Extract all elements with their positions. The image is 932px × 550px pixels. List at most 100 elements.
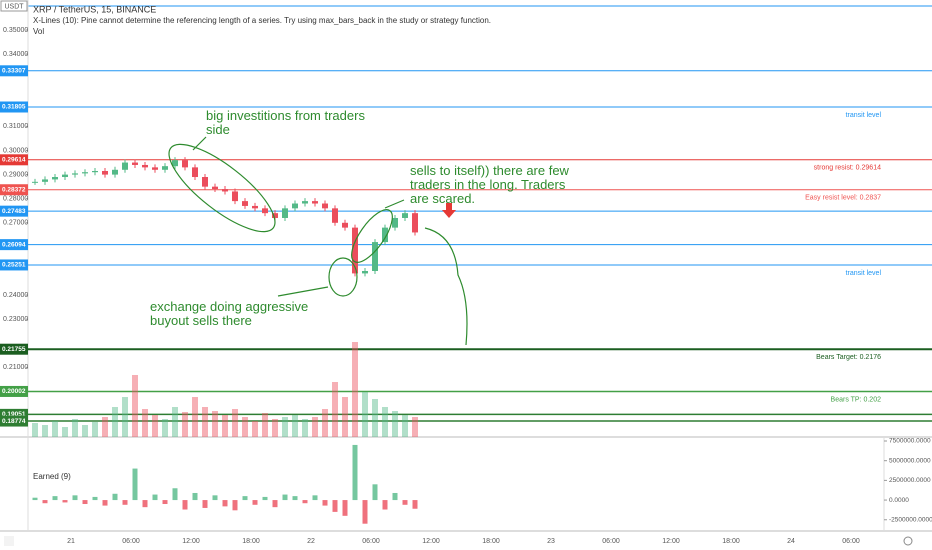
error-message: X-Lines (10): Pine cannot determine the … — [33, 16, 491, 25]
y-tick-label: 5000000.0000 — [889, 457, 931, 464]
x-tick-label: 12:00 — [182, 538, 200, 545]
earned-bar — [162, 500, 168, 505]
earned-bar — [362, 500, 368, 524]
level-label-box — [0, 385, 28, 397]
earned-bar — [252, 500, 258, 505]
volume-bar — [242, 417, 248, 437]
unit-box[interactable] — [0, 0, 28, 12]
level-label: 0.27483 — [2, 208, 26, 215]
volume-bar — [92, 422, 98, 437]
candle — [312, 201, 318, 204]
candle — [282, 208, 288, 218]
volume-bar — [222, 415, 228, 437]
candle — [72, 173, 78, 175]
earned-bar — [202, 500, 208, 508]
y-tick-label: 0.24000 — [3, 292, 28, 299]
x-tick-label: 23 — [547, 538, 555, 545]
earned-bar — [342, 500, 348, 516]
earned-bar — [62, 500, 68, 503]
candle — [412, 213, 418, 233]
x-tick-label: 18:00 — [482, 538, 500, 545]
volume-bar — [182, 412, 188, 437]
level-note: Bears Target: 0.2176 — [816, 354, 881, 361]
y-tick-label: 0.21000 — [3, 364, 28, 371]
earned-bar — [112, 493, 118, 501]
candle — [82, 172, 88, 174]
volume-bar — [292, 415, 298, 437]
zoom-button[interactable] — [4, 536, 14, 546]
y-tick-label: 0.35000 — [3, 27, 28, 34]
volume-bar — [62, 427, 68, 437]
symbol: XRP / TetherUS, 15, BINANCE — [33, 4, 156, 14]
candle — [42, 179, 48, 182]
y-tick-label: -2500000.0000 — [889, 516, 932, 523]
volume-bar — [172, 407, 178, 437]
volume-bar — [202, 407, 208, 437]
drawings — [168, 136, 468, 346]
y-tick-label: 0.0000 — [889, 497, 909, 504]
candle — [262, 208, 268, 214]
volume-bar — [152, 415, 158, 437]
candle — [212, 186, 218, 190]
x-tick-label: 06:00 — [362, 538, 380, 545]
annotation-line: traders in the long. Traders — [410, 177, 566, 192]
volume-bar — [362, 392, 368, 437]
candle — [242, 201, 248, 206]
candle — [92, 170, 98, 173]
volume-bar — [162, 419, 168, 437]
earned-bar — [92, 496, 98, 501]
volume-bar — [122, 397, 128, 437]
volume-bar — [332, 382, 338, 437]
level-label: 0.18774 — [2, 418, 26, 425]
y-tick-label: 0.23000 — [3, 316, 28, 323]
level-label: 0.33307 — [2, 68, 26, 75]
pointer — [192, 136, 207, 151]
y-tick-label: 0.27000 — [3, 220, 28, 227]
volume-bar — [232, 409, 238, 437]
volume-label: Vol — [33, 27, 44, 36]
y-tick-label: 0.34000 — [3, 51, 28, 58]
earned-title: Earned (9) — [33, 472, 71, 481]
earned-bar — [332, 500, 338, 512]
candle — [342, 222, 348, 228]
candle — [362, 271, 368, 274]
ellipse — [351, 209, 393, 263]
volume-bar — [372, 399, 378, 437]
level-label-box — [0, 343, 28, 355]
level-label-box — [0, 154, 28, 166]
level-label: 0.25251 — [2, 262, 26, 269]
annotation-line: exchange doing aggressive — [150, 299, 308, 314]
level-label: 0.28372 — [2, 186, 26, 193]
settings-button[interactable] — [903, 536, 913, 546]
y-tick-label: 7500000.0000 — [889, 438, 931, 445]
x-tick-label: 06:00 — [602, 538, 620, 545]
level-label: 0.29614 — [2, 157, 26, 164]
earned-bar — [132, 468, 138, 501]
pointer — [384, 199, 405, 209]
earned-bar — [102, 500, 108, 506]
volume-bar — [392, 411, 398, 437]
level-label-box — [0, 408, 28, 420]
volume-bar — [132, 375, 138, 437]
y-tick-label: 0.28000 — [3, 196, 28, 203]
circle — [328, 257, 358, 297]
candle — [292, 203, 298, 209]
volume-bar — [112, 407, 118, 437]
candle — [172, 160, 178, 167]
earned-bar — [312, 495, 318, 501]
level-label-box — [0, 259, 28, 271]
level-label-box — [0, 184, 28, 196]
annotation-line: sells to itself)) there are few — [410, 163, 570, 178]
ellipse — [168, 143, 276, 233]
y-tick-label: 0.29000 — [3, 171, 28, 178]
volume-bar — [52, 421, 58, 437]
candle — [52, 177, 58, 180]
level-note: transit level — [846, 112, 882, 119]
earned-bar — [172, 488, 178, 501]
candle — [322, 203, 328, 209]
volume-bar — [192, 397, 198, 437]
earned-bar — [82, 500, 88, 505]
y-tick-label: 0.31000 — [3, 123, 28, 130]
earned-bar — [302, 500, 308, 504]
